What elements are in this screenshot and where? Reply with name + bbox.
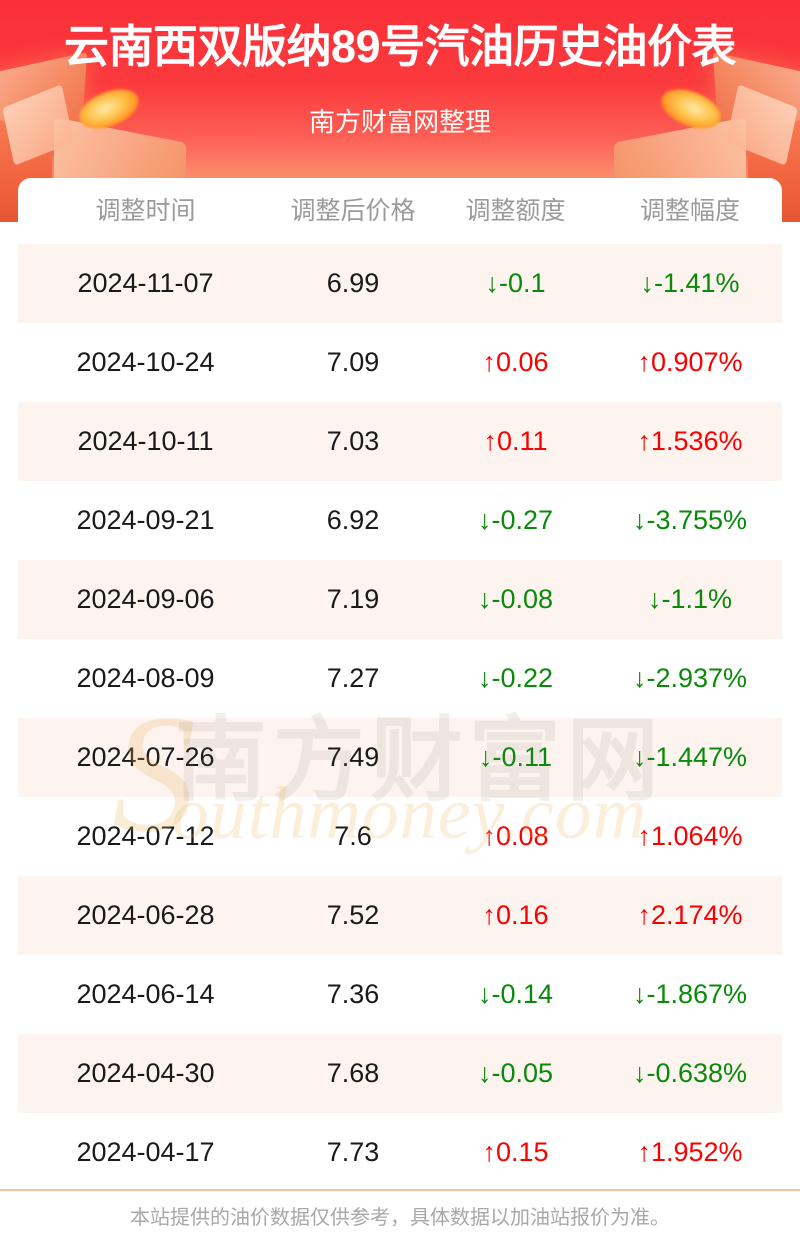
table-row: 2024-11-07 6.99 ↓-0.1 ↓-1.41%	[18, 244, 782, 323]
cell-amount: ↑0.15	[482, 1137, 549, 1167]
table-row: 2024-10-11 7.03 ↑0.11 ↑1.536%	[18, 402, 782, 481]
cell-percent: ↓-1.867%	[632, 979, 748, 1009]
cell-price: 7.09	[326, 347, 380, 377]
cell-percent: ↑2.174%	[637, 900, 743, 930]
column-header-date: 调整时间	[95, 197, 196, 225]
cell-amount: ↓-0.1	[485, 268, 546, 298]
footer-disclaimer: 本站提供的油价数据仅供参考，具体数据以加油站报价为准。	[130, 1207, 670, 1229]
cell-date: 2024-07-12	[76, 821, 215, 851]
cell-date: 2024-11-07	[77, 268, 214, 298]
page-subtitle: 南方财富网整理	[308, 107, 491, 137]
cell-date: 2024-06-28	[76, 900, 215, 930]
cell-price: 6.99	[326, 268, 380, 298]
cell-percent: ↑1.064%	[637, 821, 743, 851]
column-header-price: 调整后价格	[290, 197, 416, 225]
cell-price: 7.03	[326, 426, 380, 456]
page-title: 云南西双版纳89号汽油历史油价表	[63, 21, 737, 72]
cell-percent: ↑0.907%	[637, 347, 743, 377]
cell-amount: ↓-0.27	[477, 505, 554, 535]
cell-date: 2024-09-06	[76, 584, 215, 614]
cell-amount: ↓-0.05	[477, 1058, 554, 1088]
cell-date: 2024-09-21	[76, 505, 215, 535]
cell-percent: ↓-2.937%	[632, 663, 748, 693]
cell-date: 2024-10-11	[77, 426, 214, 456]
cell-amount: ↓-0.11	[478, 742, 553, 772]
column-header-percent: 调整幅度	[639, 197, 740, 225]
table-row: 2024-04-30 7.68 ↓-0.05 ↓-0.638%	[18, 1034, 782, 1113]
cell-percent: ↓-0.638%	[632, 1058, 748, 1088]
cell-date: 2024-06-14	[76, 979, 215, 1009]
table-row: 2024-08-09 7.27 ↓-0.22 ↓-2.937%	[18, 639, 782, 718]
cell-percent: ↓-1.447%	[632, 742, 748, 772]
table-body: 2024-11-07 6.99 ↓-0.1 ↓-1.41% 2024-10-24 7.09…	[18, 244, 782, 1192]
table-row: 2024-07-26 7.49 ↓-0.11 ↓-1.447%	[18, 718, 782, 797]
cell-price: 7.73	[326, 1137, 380, 1167]
cell-percent: ↑1.536%	[637, 426, 743, 456]
price-table-card: 调整时间 调整后价格 调整额度 调整幅度 2024-11-07 6.99 ↓-0.1…	[18, 178, 782, 1192]
table-row: 2024-04-17 7.73 ↑0.15 ↑1.952%	[18, 1113, 782, 1192]
table-row: 2024-10-24 7.09 ↑0.06 ↑0.907%	[18, 323, 782, 402]
cell-percent: ↑1.952%	[637, 1137, 743, 1167]
cell-price: 7.52	[326, 900, 380, 930]
cell-amount: ↓-0.22	[477, 663, 554, 693]
cell-price: 7.19	[326, 584, 380, 614]
cell-date: 2024-08-09	[76, 663, 215, 693]
cell-price: 7.6	[334, 821, 372, 851]
cell-amount: ↑0.08	[482, 821, 549, 851]
cell-price: 7.36	[326, 979, 380, 1009]
cell-date: 2024-10-24	[76, 347, 215, 377]
footer-divider	[0, 1189, 800, 1191]
cell-date: 2024-04-17	[76, 1137, 215, 1167]
cell-percent: ↓-1.1%	[647, 584, 733, 614]
cell-amount: ↑0.06	[482, 347, 549, 377]
cell-price: 6.92	[326, 505, 380, 535]
cell-amount: ↓-0.14	[477, 979, 554, 1009]
cell-amount: ↑0.16	[482, 900, 549, 930]
cell-price: 7.68	[326, 1058, 380, 1088]
table-row: 2024-07-12 7.6 ↑0.08 ↑1.064%	[18, 797, 782, 876]
cell-amount: ↑0.11	[483, 426, 548, 456]
cell-percent: ↓-3.755%	[632, 505, 748, 535]
cell-price: 7.27	[326, 663, 380, 693]
cell-date: 2024-04-30	[76, 1058, 215, 1088]
table-row: 2024-06-14 7.36 ↓-0.14 ↓-1.867%	[18, 955, 782, 1034]
table-row: 2024-06-28 7.52 ↑0.16 ↑2.174%	[18, 876, 782, 955]
table-header-row: 调整时间 调整后价格 调整额度 调整幅度	[18, 178, 782, 244]
cell-date: 2024-07-26	[76, 742, 215, 772]
table-row: 2024-09-21 6.92 ↓-0.27 ↓-3.755%	[18, 481, 782, 560]
table-row: 2024-09-06 7.19 ↓-0.08 ↓-1.1%	[18, 560, 782, 639]
cell-amount: ↓-0.08	[477, 584, 554, 614]
column-header-amount: 调整额度	[465, 197, 566, 225]
cell-price: 7.49	[326, 742, 380, 772]
cell-percent: ↓-1.41%	[640, 268, 740, 298]
